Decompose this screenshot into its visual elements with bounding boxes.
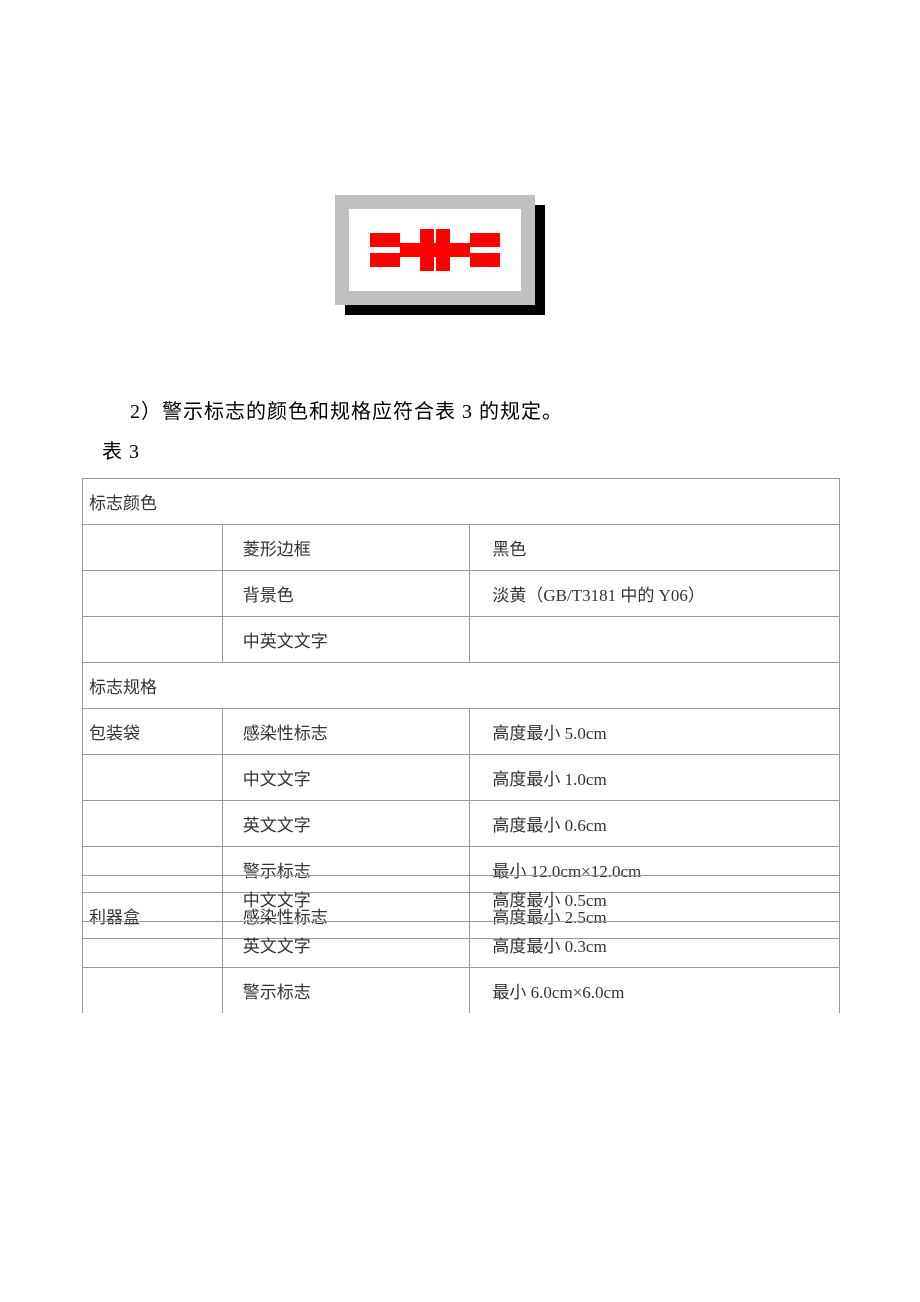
table-row: 标志规格 — [83, 663, 840, 709]
table-cell — [83, 922, 223, 968]
specifications-table-2: 中文文字 高度最小 0.5cm 英文文字 高度最小 0.3cm 警示标志 最小 … — [82, 875, 840, 1013]
table-cell — [83, 617, 223, 663]
table-row: 菱形边框 黑色 — [83, 525, 840, 571]
table-cell: 英文文字 — [222, 922, 470, 968]
table-row: 中文文字 高度最小 0.5cm — [83, 876, 840, 922]
table-cell: 中文文字 — [222, 876, 470, 922]
symbol-image-container — [335, 195, 545, 315]
table-header-cell: 标志颜色 — [83, 479, 840, 525]
description-text: 2）警示标志的颜色和规格应符合表 3 的规定。 — [130, 395, 563, 424]
table-cell: 黑色 — [470, 525, 840, 571]
table-cell — [83, 525, 223, 571]
table-cell: 中文文字 — [222, 755, 470, 801]
table-cell: 淡黄（GB/T3181 中的 Y06） — [470, 571, 840, 617]
symbol-image-frame — [335, 195, 535, 305]
table-cell: 警示标志 — [222, 968, 470, 1014]
table-cell: 高度最小 1.0cm — [470, 755, 840, 801]
table-cell: 包装袋 — [83, 709, 223, 755]
table-cell — [470, 617, 840, 663]
table-cell: 高度最小 5.0cm — [470, 709, 840, 755]
table-cell — [83, 571, 223, 617]
table-cell: 英文文字 — [222, 801, 470, 847]
red-symbol-icon — [370, 225, 500, 275]
table-row: 标志颜色 — [83, 479, 840, 525]
table-row: 警示标志 最小 6.0cm×6.0cm — [83, 968, 840, 1014]
table-caption: 表 3 — [102, 435, 140, 464]
table-row: 背景色 淡黄（GB/T3181 中的 Y06） — [83, 571, 840, 617]
table-cell: 感染性标志 — [222, 709, 470, 755]
table-cell — [83, 755, 223, 801]
specifications-table-1: 标志颜色 菱形边框 黑色 背景色 淡黄（GB/T3181 中的 Y06） 中英文… — [82, 478, 840, 939]
table-cell: 高度最小 0.3cm — [470, 922, 840, 968]
table-cell: 高度最小 0.6cm — [470, 801, 840, 847]
table-row: 包装袋 感染性标志 高度最小 5.0cm — [83, 709, 840, 755]
table-row: 中文文字 高度最小 1.0cm — [83, 755, 840, 801]
table-row: 英文文字 高度最小 0.6cm — [83, 801, 840, 847]
table-cell — [83, 968, 223, 1014]
table-cell: 菱形边框 — [222, 525, 470, 571]
table-row: 英文文字 高度最小 0.3cm — [83, 922, 840, 968]
table-cell: 中英文文字 — [222, 617, 470, 663]
table-cell: 最小 6.0cm×6.0cm — [470, 968, 840, 1014]
table-cell: 背景色 — [222, 571, 470, 617]
table-header-cell: 标志规格 — [83, 663, 840, 709]
table-row: 中英文文字 — [83, 617, 840, 663]
table-cell — [83, 876, 223, 922]
table-cell: 高度最小 0.5cm — [470, 876, 840, 922]
table-cell — [83, 801, 223, 847]
